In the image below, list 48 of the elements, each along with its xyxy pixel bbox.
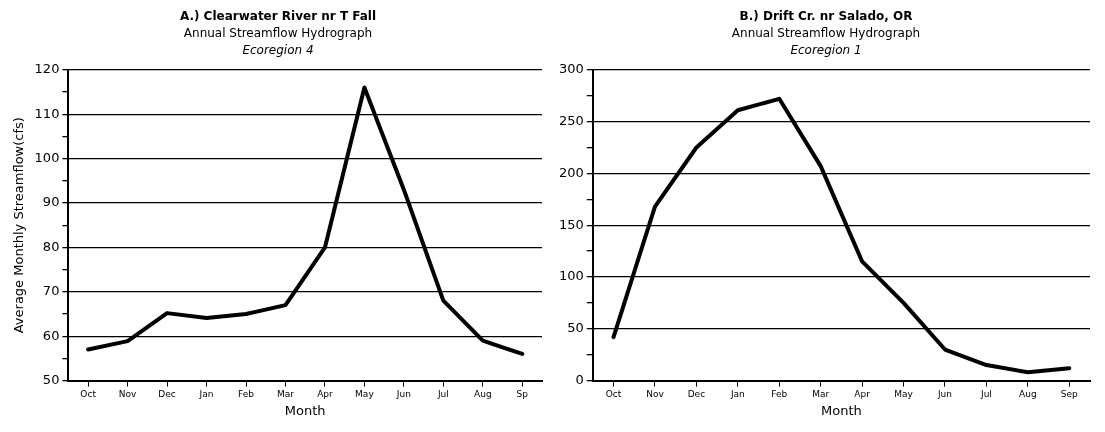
x-tick-label: Oct [605, 389, 622, 400]
y-tick-label: 120 [34, 61, 60, 77]
x-tick-label: Mar [812, 389, 830, 400]
y-tick-label: 90 [42, 194, 60, 210]
x-tick-label: Jan [729, 389, 745, 400]
y-tick-label: 110 [34, 105, 60, 121]
chart-subtitle: Annual Streamflow Hydrograph [730, 25, 922, 42]
y-tick-label: 200 [558, 164, 584, 180]
x-tick-label: Sep [1060, 389, 1079, 400]
y-tick-label: 0 [575, 371, 584, 387]
y-tick-label: 50 [42, 371, 60, 387]
y-tick-label: 150 [558, 216, 584, 232]
text: Ecoregion 4 [241, 42, 315, 59]
text: Ecoregion 1 [789, 42, 863, 59]
x-tick-label: Nov [118, 389, 138, 400]
x-tick-label: Jan [198, 389, 214, 400]
y-tick-label: 300 [558, 61, 584, 77]
x-tick-label: Mar [276, 389, 295, 400]
x-tick-label: Sp [516, 389, 529, 400]
x-tick-label: Jun [936, 389, 953, 400]
y-tick-label: 50 [567, 320, 584, 336]
y-tick-label: 60 [42, 327, 60, 343]
x-tick-label: Dec [687, 389, 706, 400]
chart-title: B.) Drift Cr. nr Salado, OR [738, 8, 914, 25]
y-tick-label: 100 [34, 149, 60, 165]
chart-subtitle: Annual Streamflow Hydrograph [182, 25, 374, 42]
y-tick-label: 80 [42, 238, 60, 254]
x-tick-label: Aug [1019, 389, 1037, 400]
y-tick-label: 100 [558, 268, 584, 284]
x-tick-label: Nov [646, 389, 665, 400]
x-axis-title: Month [821, 402, 862, 418]
chart-title: A.) Clearwater River nr T Fall [178, 8, 378, 25]
x-tick-label: Jun [395, 389, 411, 400]
x-tick-label: Feb [771, 389, 788, 400]
x-tick-label: Oct [80, 389, 97, 400]
x-tick-label: Aug [474, 389, 492, 400]
y-axis-title: Average Monthly Streamflow(cfs) [11, 117, 27, 334]
x-tick-label: Apr [317, 389, 334, 400]
x-axis-title: Month [284, 402, 326, 418]
x-tick-label: Apr [854, 389, 871, 400]
x-tick-label: Jul [979, 389, 992, 400]
x-tick-label: May [894, 389, 914, 400]
x-tick-label: May [355, 389, 375, 400]
x-tick-label: Feb [238, 389, 255, 400]
x-tick-label: Jul [436, 389, 449, 400]
y-tick-label: 70 [42, 283, 60, 299]
y-tick-label: 250 [558, 112, 584, 128]
x-tick-label: Dec [158, 389, 176, 400]
